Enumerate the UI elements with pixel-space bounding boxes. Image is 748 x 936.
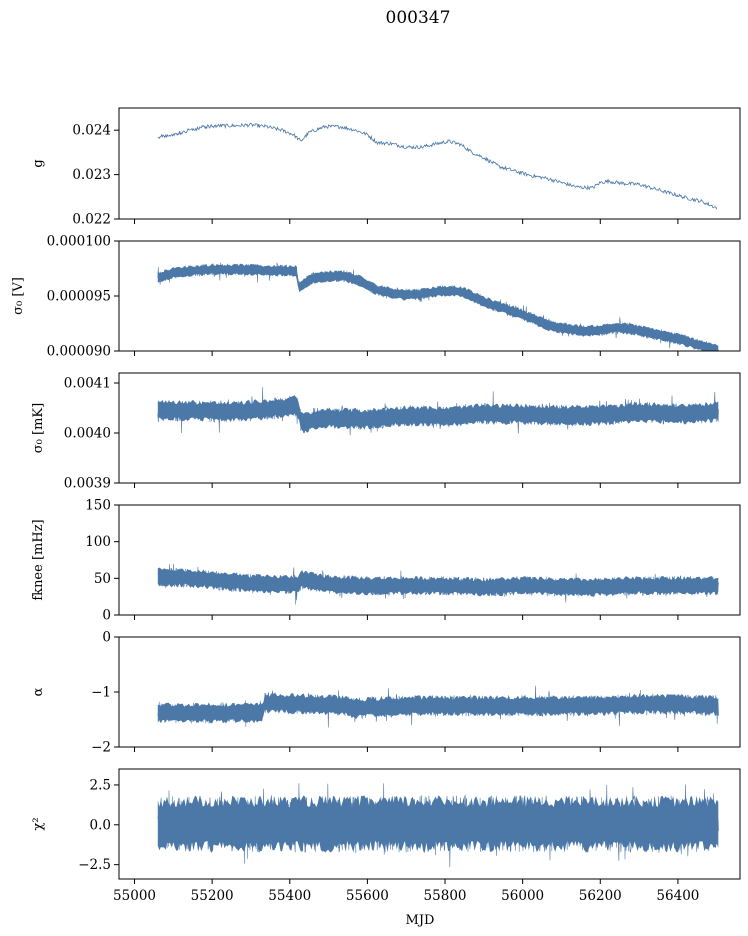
sigma0-volts-series-line xyxy=(157,262,719,351)
y-tick-label: 0.0040 xyxy=(64,426,111,442)
y-tick-label: 100 xyxy=(85,534,111,550)
alpha-series-line xyxy=(157,685,719,728)
f-knee-plot-frame xyxy=(118,504,741,616)
y-tick-label: −1 xyxy=(91,685,111,701)
y-tick-label: 0.022 xyxy=(72,212,111,228)
y-axis-label: χ² xyxy=(31,817,46,830)
sigma0-mk-plot-frame xyxy=(118,372,741,484)
panel-f-knee: 0 50 100 150 fknee [mHz] xyxy=(31,498,741,624)
panel-alpha: −2 −1 0 α xyxy=(31,630,741,756)
sigma0-volts-series-band xyxy=(157,263,719,351)
y-tick-label: 0.023 xyxy=(72,167,111,183)
series-f-knee xyxy=(157,563,719,605)
y-tick-label: 0.0 xyxy=(90,817,111,833)
y-tick-label: 50 xyxy=(94,571,111,587)
x-tick-label: 55200 xyxy=(191,888,234,904)
panel-sigma0-volts: 0.000090 0.000095 0.000100 σ₀ [V] xyxy=(11,234,741,360)
x-tick-label: 55600 xyxy=(346,888,389,904)
panel-gain: 0.022 0.023 0.024 g xyxy=(31,107,741,228)
y-tick-label: 0.024 xyxy=(72,123,111,139)
x-axis-label: MJD xyxy=(406,913,435,928)
y-tick-label: 0.0039 xyxy=(64,476,111,492)
panel-chi-squared: 55000 55200 55400 55600 55800 56000 56200 56400… xyxy=(31,768,741,904)
y-axis-label: g xyxy=(31,159,46,167)
y-tick-label: 0 xyxy=(102,608,111,624)
y-tick-label: −2 xyxy=(91,740,111,756)
sigma0-mk-series-line xyxy=(157,387,719,436)
gain-plot-frame xyxy=(118,107,741,220)
y-tick-label: 0.000095 xyxy=(47,289,111,305)
gain-series-line xyxy=(157,122,718,210)
y-tick-label: 2.5 xyxy=(90,777,111,793)
chi-squared-series-line xyxy=(157,783,719,868)
alpha-plot-frame xyxy=(118,636,741,748)
y-tick-label: 0.000100 xyxy=(47,234,111,250)
series-alpha xyxy=(157,685,719,728)
y-tick-label: 150 xyxy=(85,498,111,514)
panel-sigma0-mk: 0.0039 0.0040 0.0041 σ₀ [mK] xyxy=(31,372,741,492)
f-knee-series-line xyxy=(157,563,719,605)
y-axis-label: σ₀ [V] xyxy=(11,277,26,315)
y-tick-label: 0.000090 xyxy=(47,344,111,360)
y-tick-label: 0 xyxy=(102,630,111,646)
series-sigma0-mk xyxy=(157,387,719,436)
series-gain xyxy=(157,122,718,210)
chart-title: 000347 xyxy=(386,8,451,28)
x-tick-label: 56200 xyxy=(579,888,622,904)
y-tick-label: −2.5 xyxy=(78,857,111,873)
y-axis-label: fknee [mHz] xyxy=(31,519,46,600)
x-tick-label: 56000 xyxy=(501,888,544,904)
x-tick-label: 55800 xyxy=(424,888,467,904)
panel-stack: 0.0220.0230.024g0.0000900.0000950.000100… xyxy=(11,107,741,904)
series-chi-squared xyxy=(157,783,719,868)
y-axis-label: α xyxy=(31,687,46,696)
x-tick-label: 55000 xyxy=(113,888,156,904)
y-tick-label: 0.0041 xyxy=(64,376,111,392)
series-sigma0-volts xyxy=(157,262,719,351)
chi-squared-plot-frame xyxy=(118,768,741,880)
y-axis-label: σ₀ [mK] xyxy=(31,403,46,453)
x-tick-label: 56400 xyxy=(656,888,699,904)
x-tick-label: 55400 xyxy=(268,888,311,904)
